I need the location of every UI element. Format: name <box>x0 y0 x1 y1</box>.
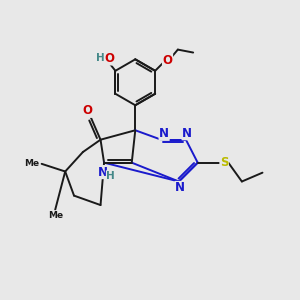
Text: Me: Me <box>24 159 39 168</box>
Text: S: S <box>220 156 229 169</box>
Text: N: N <box>175 182 185 194</box>
Text: Me: Me <box>48 211 63 220</box>
Text: N: N <box>182 127 192 140</box>
Text: N: N <box>98 166 108 178</box>
Text: O: O <box>163 54 172 67</box>
Text: O: O <box>82 104 92 117</box>
Text: H: H <box>106 171 115 181</box>
Text: H: H <box>96 53 104 63</box>
Text: N: N <box>159 127 169 140</box>
Text: O: O <box>104 52 115 65</box>
